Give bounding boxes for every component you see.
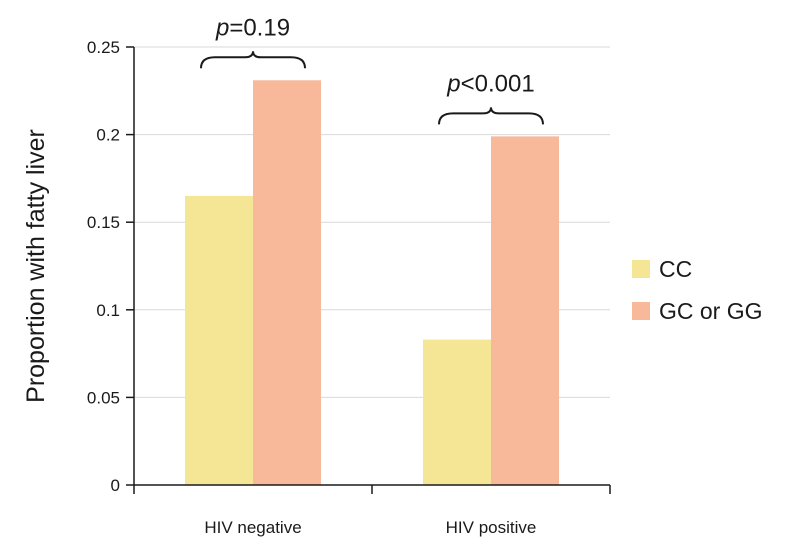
significance-brace [200,51,306,69]
y-tick-label: 0.1 [96,301,120,320]
bar-cc [185,195,253,486]
p-value-label: p=0.19 [215,14,290,41]
x-category-label: HIV negative [204,518,301,537]
y-tick-label: 0.2 [96,126,120,145]
legend-label: GC or GG [659,298,763,324]
p-value-label: p<0.001 [446,70,534,97]
y-tick-label: 0.25 [87,38,120,57]
y-axis-label: Proportion with fatty liver [22,129,50,403]
legend-swatch [632,302,650,320]
bar-gc-or-gg [253,80,321,486]
legend: CC GC or GG [632,256,763,324]
p-value-text: =0.19 [229,14,290,41]
legend-label: CC [659,256,692,282]
bar-cc [423,339,491,485]
p-symbol: p [446,70,460,97]
bar-gc-or-gg [491,136,559,486]
x-categories: HIV negative HIV positive [133,485,611,537]
p-value-text: <0.001 [461,70,535,97]
bars [185,80,559,486]
y-ticks: 0 0.05 0.1 0.15 0.2 0.25 [87,38,134,495]
p-symbol: p [215,14,229,41]
significance-brace [438,107,544,125]
y-tick-label: 0.15 [87,213,120,232]
legend-swatch [632,260,650,278]
x-category-label: HIV positive [446,518,537,537]
y-tick-label: 0 [111,476,120,495]
annotations: p=0.19p<0.001 [200,14,544,125]
y-tick-label: 0.05 [87,388,120,407]
